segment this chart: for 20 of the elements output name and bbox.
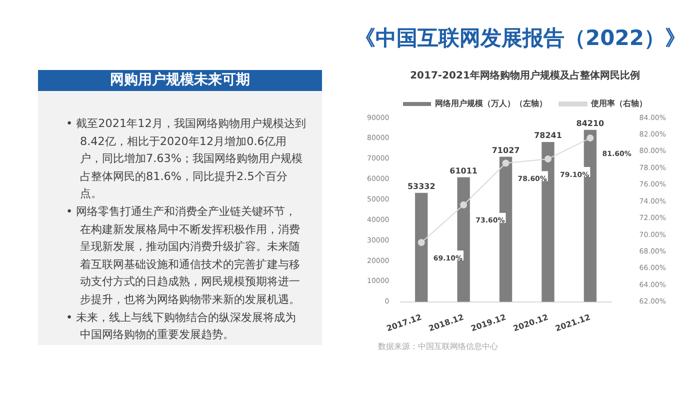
point xyxy=(586,134,594,142)
point xyxy=(502,160,510,167)
text: 《中国互联网发展报告（2022）》 xyxy=(354,25,686,52)
data-label: 53332 xyxy=(407,182,436,191)
text: • 网络零售打通生产和消费全产业链关键环节，在构建新发展格局中不断发挥积极作用，消费呈现新发展，推动国内消费升级扩容。未来随着互联网基础设施和通信技术的完善扩建与移动支付方式的日趋成熟，网民规模预期将进一步提升，也将为网络购物带来新的发展机遇。 xyxy=(66,204,301,308)
chart-title: 2017-2021年网络购物用户规模及占整体网民比例 xyxy=(410,70,640,82)
bar xyxy=(415,192,428,302)
legend-label: 网络用户规模（万人）（左轴） xyxy=(435,99,547,108)
legend-label: 使用率（右轴） xyxy=(590,98,647,108)
data-label: 84210 xyxy=(576,118,605,128)
text: 网购用户规模未来可期 xyxy=(38,70,322,91)
text: • 截至2021年12月，我国网络购物用户规模达到8.42亿，相比于2020年12月增加0.6亿用户，同比增加7.63%；我国网络购物用户规模占整体网民的81.6%，同比提升2.5个百分点。 xyxy=(66,116,306,202)
point xyxy=(418,239,425,246)
text: • 未来，线上与线下购物结合的纵深发展将成为中国网络购物的重要发展趋势。 xyxy=(66,310,298,344)
data-label: 61011 xyxy=(450,166,478,176)
source-note: 数据来源：中国互联网络信息中心 xyxy=(378,341,499,352)
data-label: 78241 xyxy=(534,131,562,140)
data-label: 71027 xyxy=(492,146,520,155)
point xyxy=(460,201,468,208)
point xyxy=(544,155,552,162)
